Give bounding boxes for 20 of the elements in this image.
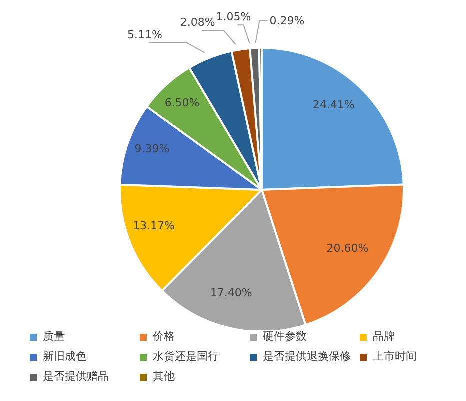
data-label: 20.60%	[326, 242, 369, 255]
legend-label: 品牌	[373, 330, 395, 344]
data-label: 0.29%	[270, 14, 305, 28]
data-label: 9.39%	[134, 142, 170, 156]
data-label: 24.41%	[312, 98, 355, 112]
data-label: 6.50%	[164, 96, 200, 110]
legend-label: 是否提供赠品	[43, 370, 109, 384]
legend-label: 水货还是国行	[153, 350, 219, 364]
legend-label: 硬件参数	[263, 330, 307, 344]
data-label: 1.05%	[216, 10, 252, 24]
legend-label: 是否提供退换保修	[263, 350, 351, 364]
data-label: 5.11%	[127, 28, 162, 42]
legend-label: 新旧成色	[43, 350, 87, 364]
data-label: 13.17%	[133, 219, 176, 232]
legend-label: 上市时间	[373, 350, 417, 364]
data-label: 17.40%	[210, 286, 252, 300]
legend-label: 价格	[153, 330, 175, 344]
legend-label: 质量	[43, 330, 65, 344]
legend-label: 其他	[153, 370, 175, 384]
data-label: 2.08%	[180, 16, 216, 30]
